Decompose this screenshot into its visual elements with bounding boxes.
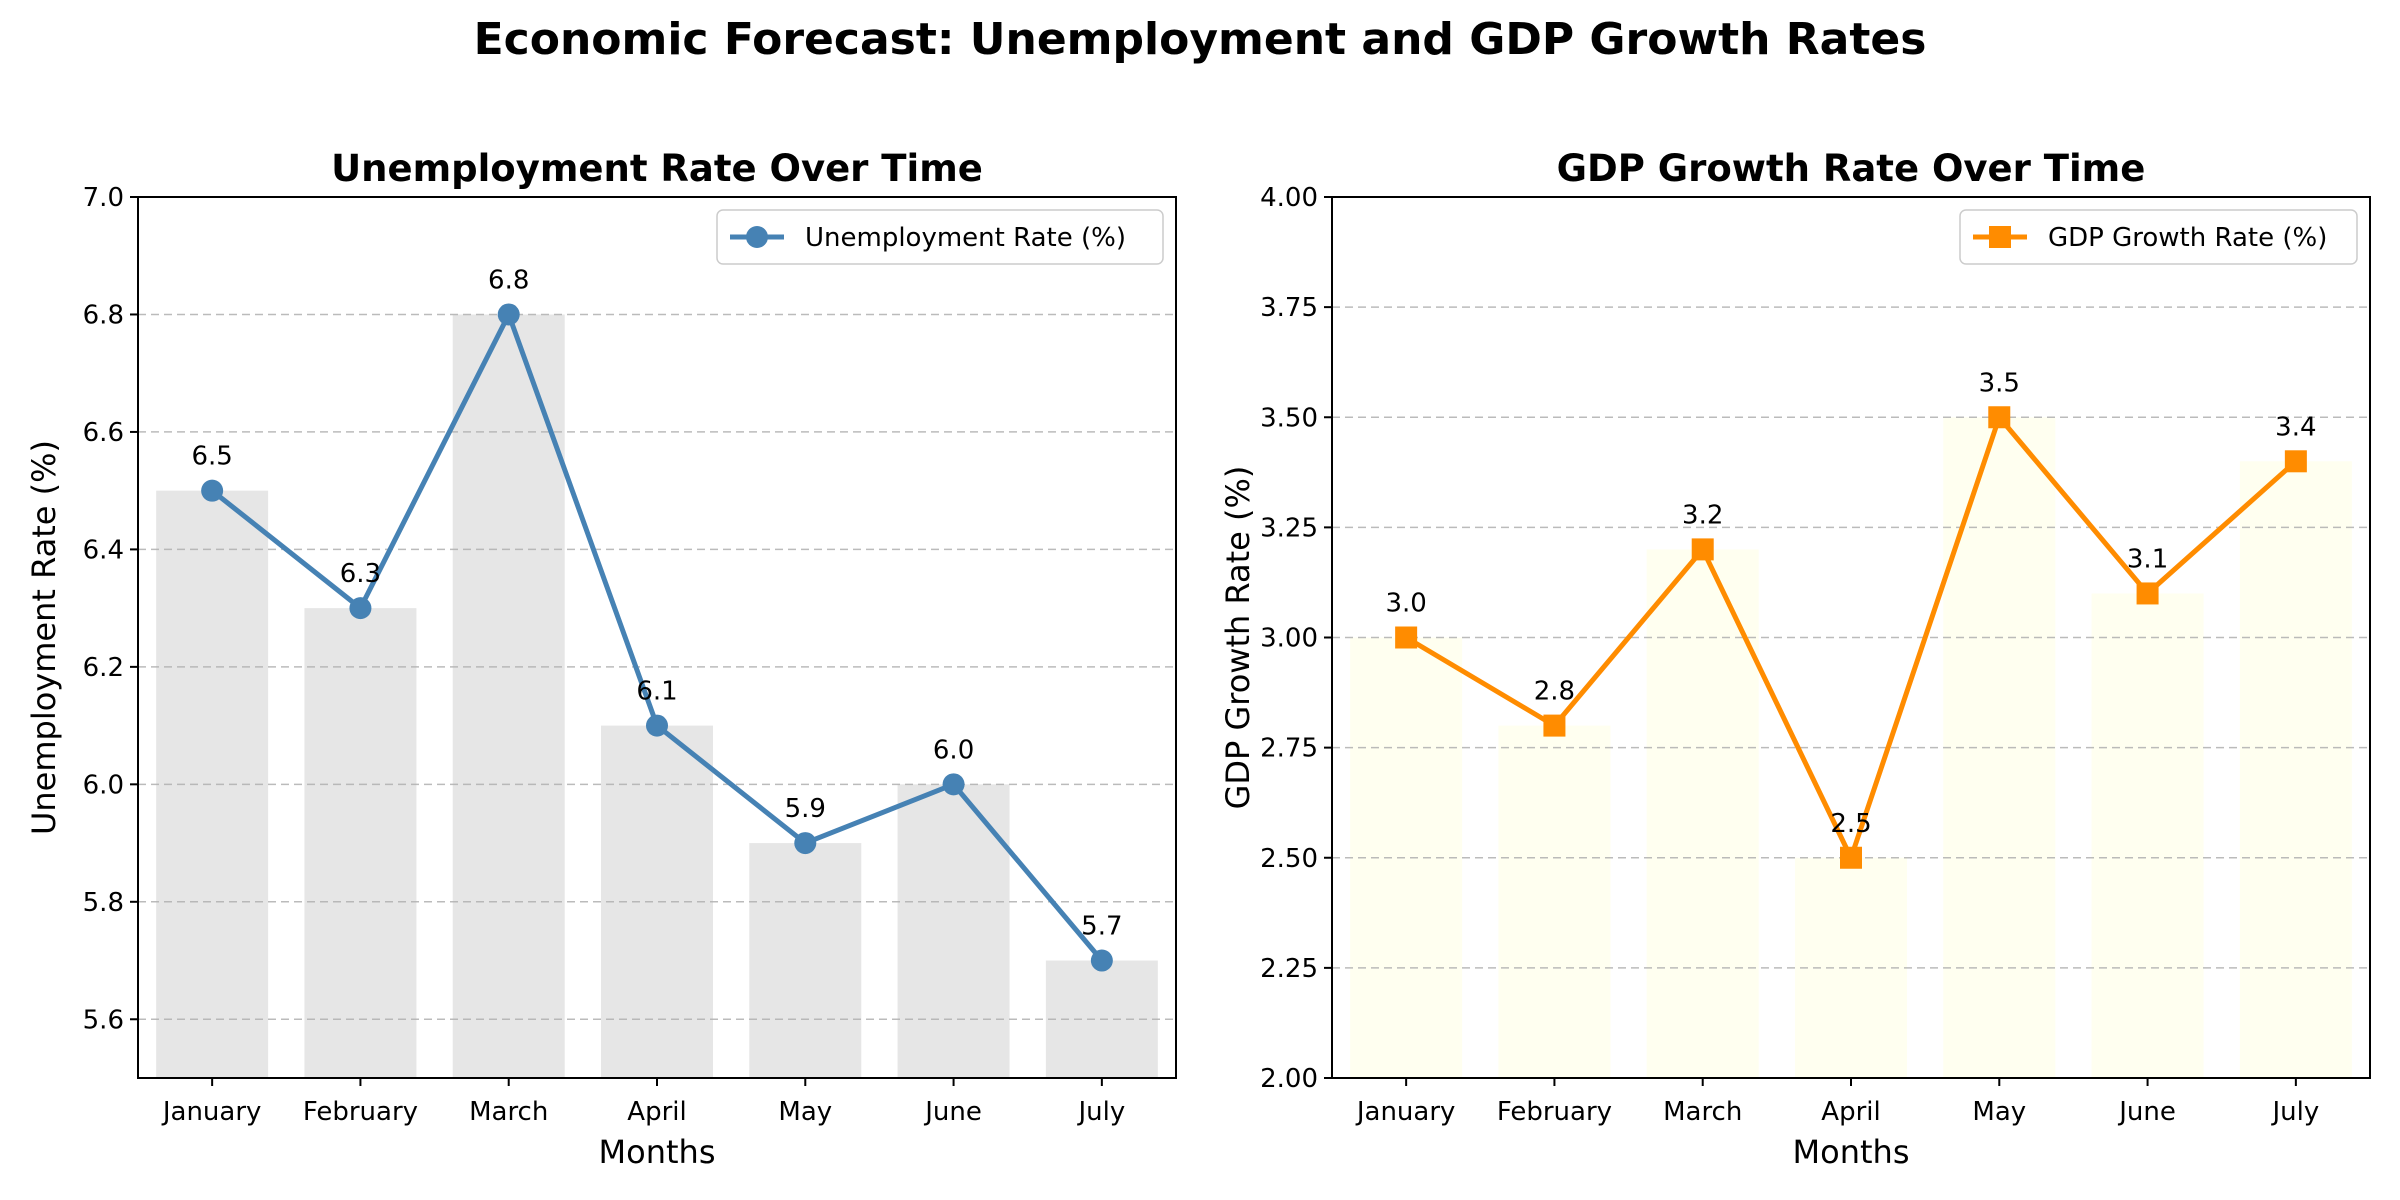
data-label: 3.4 — [2275, 412, 2316, 442]
data-point — [2284, 450, 2307, 473]
legend-marker — [746, 226, 768, 248]
data-point — [349, 597, 372, 620]
bar — [1498, 725, 1611, 1078]
figure-title: Economic Forecast: Unemployment and GDP … — [473, 14, 1927, 65]
x-tick-label: February — [303, 1097, 418, 1127]
x-tick-label: January — [1355, 1097, 1456, 1127]
y-tick-label: 3.75 — [1260, 293, 1318, 323]
y-axis-label: Unemployment Rate (%) — [25, 440, 63, 835]
data-label: 3.2 — [1682, 500, 1723, 530]
y-axis-label: GDP Growth Rate (%) — [1219, 466, 1257, 810]
y-tick-label: 6.2 — [83, 653, 124, 683]
x-axis-label: Months — [1793, 1133, 1910, 1171]
x-tick-label: May — [1972, 1097, 2026, 1127]
bar — [1795, 857, 1907, 1078]
data-point — [942, 773, 965, 796]
chart-title: GDP Growth Rate Over Time — [1557, 147, 2146, 190]
data-label: 5.7 — [1081, 912, 1122, 942]
data-point — [201, 479, 224, 502]
legend-box — [1959, 209, 2358, 265]
data-point — [2136, 582, 2159, 605]
data-point — [1543, 714, 1566, 737]
y-tick-label: 5.6 — [83, 1005, 124, 1035]
data-point — [1691, 538, 1714, 561]
x-tick-label: June — [2117, 1097, 2176, 1127]
y-tick-label: 7.0 — [83, 183, 124, 213]
data-label: 6.3 — [340, 559, 381, 589]
y-tick-label: 5.8 — [83, 888, 124, 918]
bar — [2091, 593, 2204, 1078]
y-tick-label: 6.6 — [83, 418, 124, 448]
x-axis-label: Months — [599, 1133, 716, 1171]
bar — [1350, 637, 1463, 1078]
y-tick-label: 2.25 — [1260, 954, 1318, 984]
x-tick-label: March — [1663, 1097, 1742, 1127]
y-tick-label: 3.50 — [1260, 403, 1318, 433]
chart-title: Unemployment Rate Over Time — [331, 147, 983, 190]
y-tick-label: 2.00 — [1260, 1064, 1318, 1094]
bar — [304, 608, 417, 1078]
x-tick-label: July — [2270, 1097, 2319, 1127]
data-point — [794, 832, 817, 855]
bar — [452, 314, 565, 1078]
y-tick-label: 4.00 — [1260, 183, 1318, 213]
data-label: 3.0 — [1385, 589, 1426, 619]
bar — [601, 725, 713, 1078]
data-point — [1090, 949, 1113, 972]
y-tick-label: 6.8 — [83, 300, 124, 330]
legend-marker — [1989, 226, 2011, 248]
data-point — [1395, 626, 1418, 649]
data-label: 6.5 — [191, 442, 232, 472]
x-tick-label: February — [1497, 1097, 1612, 1127]
y-tick-label: 2.50 — [1260, 844, 1318, 874]
legend-box — [716, 209, 1164, 265]
x-tick-label: June — [923, 1097, 982, 1127]
legend-label: GDP Growth Rate (%) — [2048, 223, 2327, 253]
data-label: 2.8 — [1534, 677, 1575, 707]
chart-panel-1: 5.6 5.8 6.0 6.2 6.4 6.6 6.8 7.0 January February M… — [25, 147, 1177, 1171]
x-tick-label: April — [1821, 1097, 1880, 1127]
x-tick-label: April — [627, 1097, 686, 1127]
y-tick-label: 3.25 — [1260, 513, 1318, 543]
chart-panel-2: 2.00 2.25 2.50 2.75 3.00 3.25 3.50 3.75 4.00 Janu… — [1219, 147, 2371, 1171]
y-tick-label: 6.4 — [83, 535, 124, 565]
x-tick-label: January — [161, 1097, 262, 1127]
x-tick-label: July — [1076, 1097, 1125, 1127]
y-tick-label: 2.75 — [1260, 734, 1318, 764]
data-label: 3.5 — [1979, 368, 2020, 398]
bar — [2239, 461, 2352, 1078]
data-point — [646, 714, 668, 737]
data-label: 2.5 — [1830, 809, 1871, 839]
data-point — [1840, 846, 1862, 869]
data-label: 3.1 — [2127, 544, 2168, 574]
data-point — [1988, 406, 2011, 429]
bar — [897, 784, 1010, 1078]
x-tick-label: March — [469, 1097, 548, 1127]
bar — [156, 490, 269, 1079]
data-label: 6.8 — [488, 265, 529, 295]
legend-label: Unemployment Rate (%) — [805, 223, 1126, 253]
data-label: 6.0 — [933, 735, 974, 765]
bar — [749, 843, 862, 1078]
y-tick-label: 3.00 — [1260, 624, 1318, 654]
data-label: 6.1 — [636, 677, 677, 707]
data-point — [497, 303, 520, 326]
x-tick-label: May — [778, 1097, 832, 1127]
data-label: 5.9 — [785, 794, 826, 824]
y-tick-label: 6.0 — [83, 770, 124, 800]
